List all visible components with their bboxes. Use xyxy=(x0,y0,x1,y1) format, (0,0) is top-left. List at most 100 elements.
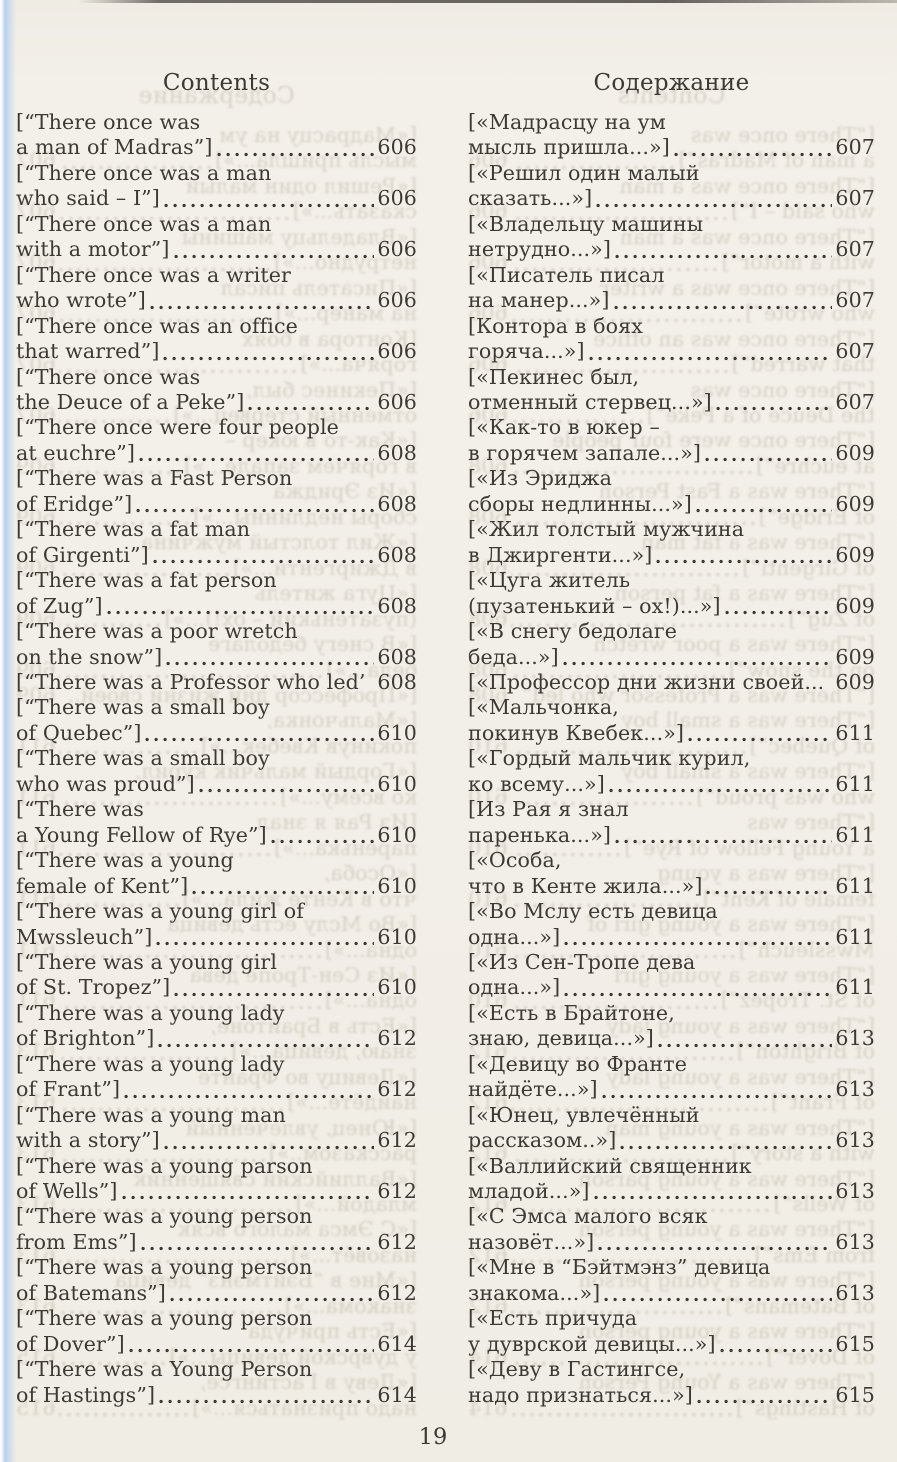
toc-entry-line: at euchre”] 608 xyxy=(16,441,417,466)
column-title: Содержание xyxy=(593,70,750,96)
toc-entry-line: знакома...»] 613 xyxy=(468,1281,875,1306)
toc-page-ref: 614 xyxy=(377,1382,417,1407)
toc-entry-text: мысль пришла...»] xyxy=(468,135,670,160)
toc-entry-line: [“There was a young person xyxy=(16,1255,313,1280)
toc-entry: [«Есть причуда у дуврской девицы...»] 615 xyxy=(468,1306,875,1357)
toc-entry-line: of Eridge”] 608 xyxy=(16,492,417,517)
toc-entry-line: of Quebec”] 610 xyxy=(16,721,417,746)
toc-entry-line: of Brighton”] 612 xyxy=(16,1026,417,1051)
toc-entry-line: [“There was a young lady xyxy=(16,1051,285,1076)
toc-entry-line: надо признаться...»] 615 xyxy=(468,1383,875,1408)
toc-page-ref: 609 xyxy=(835,440,875,465)
toc-entry-line: [“There was a poor wretch xyxy=(16,619,298,644)
toc-page-ref: 612 xyxy=(377,1229,417,1254)
toc-page-ref: 608 xyxy=(377,593,417,618)
toc-entry-line: [«Цуга житель xyxy=(468,568,631,593)
toc-page-ref: 606 xyxy=(377,288,417,313)
toc-page-ref: 610 xyxy=(377,771,417,796)
toc-entry-text: [“There was a Professor who led”] . xyxy=(16,669,365,694)
toc-entry-line: on the snow”] 608 xyxy=(16,645,417,670)
toc-entry-line: [“There once was a man xyxy=(16,211,272,236)
toc-entry: [“There was a Young Person of Hastings”] … xyxy=(16,1357,417,1408)
toc-page-ref: 606 xyxy=(377,135,417,160)
toc-entry-line: of Batemans”] 612 xyxy=(16,1281,417,1306)
toc-entry-line: [“There once was a man xyxy=(16,160,272,185)
toc-entry-text: who said – I”] xyxy=(16,186,160,211)
toc-page-ref: 611 xyxy=(835,975,875,1000)
toc-entry-text: of Frant”] xyxy=(16,1077,121,1102)
toc-entry-line: [“There was a young xyxy=(16,848,234,873)
toc-entry: [“There was a small boy who was proud”] 6… xyxy=(16,746,417,797)
toc-entry: [“There was a Young Fellow of Rye”] 610 xyxy=(16,797,417,848)
dot-leader xyxy=(613,304,833,310)
toc-entry-line: [“There was a small boy xyxy=(16,695,270,720)
toc-entry-line: [«Из Сен-Тропе дева xyxy=(468,949,696,974)
toc-entry-line: [“There once was xyxy=(16,364,201,389)
toc-page-ref: 608 xyxy=(377,669,417,694)
toc-entry-text: найдёте...»] xyxy=(468,1077,598,1102)
toc-entry-line: a Young Fellow of Rye”] 610 xyxy=(16,823,417,848)
toc-entry-line: [«Особа, xyxy=(468,848,562,873)
scan-edge-gradient xyxy=(0,0,16,1462)
toc-entry-line: with a story”] 612 xyxy=(16,1128,417,1153)
toc-entry-line: младой...»] 613 xyxy=(468,1179,875,1204)
toc-entry: [«Цуга житель (пузатенький – ох!)...»] 60… xyxy=(468,568,875,619)
toc-entry-line: with a motor”] 606 xyxy=(16,237,417,262)
toc-entry-line: [«Пекинес был, xyxy=(468,364,640,389)
toc-entry: [“There was a young girl of St. Tropez”] … xyxy=(16,950,417,1001)
toc-entry-line: [“There was a young man xyxy=(16,1102,286,1127)
toc-entry: [“There was a Fast Person of Eridge”] 608 xyxy=(16,466,417,517)
toc-entry: [«Владельцу машины нетрудно...»] 607 xyxy=(468,212,875,263)
toc-entry-line: ко всему...»] 611 xyxy=(468,772,875,797)
toc-entry: [“There was a young person of Batemans”] … xyxy=(16,1255,417,1306)
dot-leader xyxy=(601,1093,833,1099)
toc-page-ref: 612 xyxy=(377,1280,417,1305)
toc-entry-line: [“There once was an office xyxy=(16,313,298,338)
toc-entry-line: who said – I”] 606 xyxy=(16,186,417,211)
toc-entry: [“There was a poor wretch on the snow”] 6… xyxy=(16,619,417,670)
dot-leader xyxy=(139,457,375,463)
toc-entry: [«Есть в Брайтоне, знаю, девица...»] 613 xyxy=(468,1001,875,1052)
toc-entry: [«Профессор дни жизни своей...»] 609 xyxy=(468,670,875,695)
toc-entry-line: [“There was a young person xyxy=(16,1306,313,1331)
toc-entry-line: [“There was a fat man xyxy=(16,517,251,542)
toc-entry-line: [“There was xyxy=(16,797,144,822)
dot-leader xyxy=(145,737,375,743)
dot-leader xyxy=(368,686,374,691)
toc-entry: [“There once was a man of Madras”] 606 xyxy=(16,110,417,161)
toc-entry-text: with a motor”] xyxy=(16,237,170,262)
toc-entry-line: паренька...»] 611 xyxy=(468,823,875,848)
dot-leader xyxy=(588,355,833,361)
toc-entry: [«Писатель писал на манер...»] 607 xyxy=(468,263,875,314)
dot-leader xyxy=(688,737,833,743)
dot-leader xyxy=(656,559,833,565)
toc-entry-line: [«Как-то в юкер – xyxy=(468,415,660,440)
toc-entry: [“There once was a man who said – I”] 606 xyxy=(16,161,417,212)
toc-entry-line: [«Деву в Гастингсе, xyxy=(468,1357,686,1382)
toc-entry-line: отменный стервец...»] 607 xyxy=(468,390,875,415)
toc-entry-text: who was proud”] xyxy=(16,771,195,796)
toc-page-ref: 607 xyxy=(835,288,875,313)
toc-entry-line: [“There was a small boy xyxy=(16,746,270,771)
dot-leader xyxy=(562,660,833,666)
toc-page-ref: 611 xyxy=(835,822,875,847)
dot-leader xyxy=(608,788,833,794)
toc-entry-text: ко всему...»] xyxy=(468,771,605,796)
toc-entry: [“There once was the Deuce of a Peke”] 606 xyxy=(16,365,417,416)
dot-leader xyxy=(598,1246,833,1252)
toc-page-ref: 609 xyxy=(835,644,875,669)
toc-entry-line: [«Из Эриджа xyxy=(468,466,613,491)
dot-leader xyxy=(174,991,375,997)
toc-entry-text: в Джиргенти...»] xyxy=(468,542,653,567)
toc-entry: [“There once was a man with a motor”] 606 xyxy=(16,212,417,263)
toc-entry-line: of Zug”] 608 xyxy=(16,594,417,619)
toc-page-ref: 610 xyxy=(377,975,417,1000)
toc-entry: [“There once was a writer who wrote”] 606 xyxy=(16,263,417,314)
toc-entry-line: на манер...»] 607 xyxy=(468,288,875,313)
dot-leader xyxy=(657,1042,833,1048)
toc-entry-text: a Young Fellow of Rye”] xyxy=(16,822,267,847)
toc-entry-text: горяча...»] xyxy=(468,339,585,364)
page-number: 19 xyxy=(418,1424,448,1450)
toc-entry-line: [“There was a young girl xyxy=(16,949,278,974)
toc-entry-line: [“There was a young person xyxy=(16,1204,313,1229)
